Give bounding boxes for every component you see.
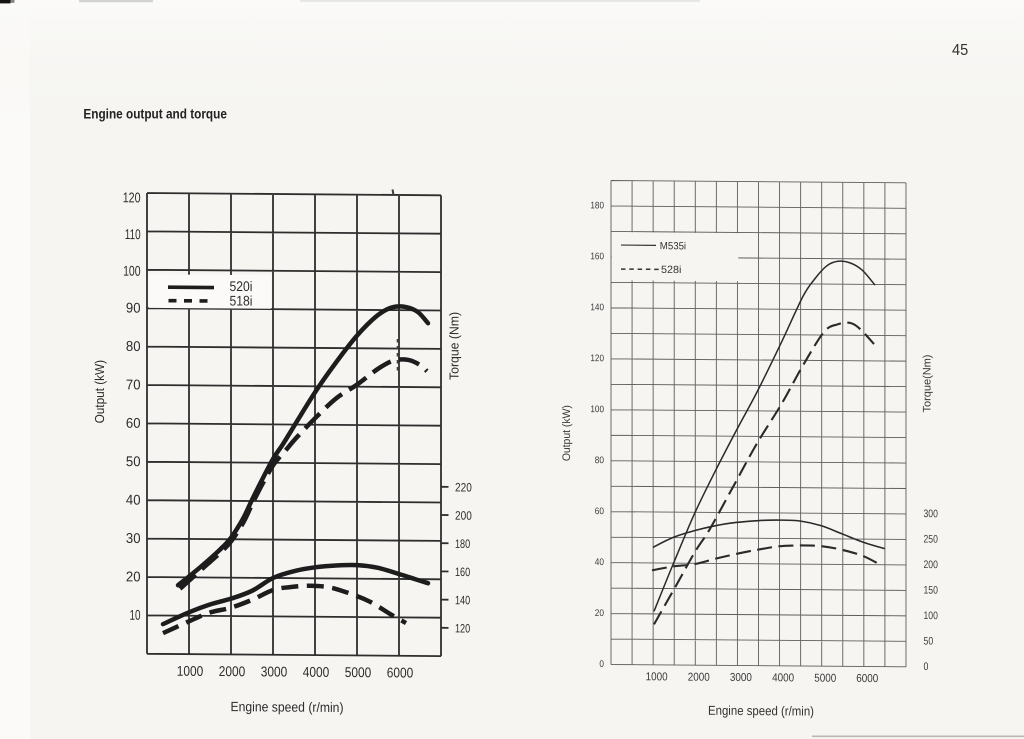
svg-text:220: 220 [455,480,472,494]
svg-text:180: 180 [455,537,470,551]
svg-text:4000: 4000 [772,672,794,684]
svg-text:60: 60 [595,506,604,517]
svg-text:Output (kW): Output (kW) [561,405,573,461]
svg-text:4000: 4000 [303,665,330,681]
svg-text:100: 100 [590,404,604,415]
svg-text:Engine speed (r/min): Engine speed (r/min) [708,703,814,719]
svg-text:528i: 528i [661,265,681,276]
svg-text:6000: 6000 [856,673,878,685]
svg-text:200: 200 [924,559,938,571]
svg-text:5000: 5000 [814,673,836,685]
svg-text:1000: 1000 [177,664,204,680]
svg-text:Torque(Nm): Torque(Nm) [922,354,934,412]
svg-text:5000: 5000 [345,665,372,681]
svg-text:Engine speed (r/min): Engine speed (r/min) [231,699,344,715]
svg-text:1000: 1000 [646,671,668,683]
svg-text:0: 0 [599,659,604,670]
svg-text:520i: 520i [230,278,253,294]
svg-text:120: 120 [455,621,470,635]
svg-text:10: 10 [130,608,141,624]
svg-text:60: 60 [126,416,141,432]
svg-text:3000: 3000 [261,664,288,680]
svg-text:M535i: M535i [660,241,686,252]
svg-text:180: 180 [590,200,604,211]
svg-text:200: 200 [455,509,472,523]
svg-text:150: 150 [924,585,938,597]
svg-text:140: 140 [590,302,604,313]
svg-text:20: 20 [595,608,604,619]
svg-text:Torque (Nm): Torque (Nm) [447,312,462,380]
svg-text:0: 0 [924,661,929,673]
svg-text:50: 50 [924,635,934,647]
svg-text:100: 100 [924,610,938,622]
svg-text:518i: 518i [230,292,253,308]
svg-text:160: 160 [455,565,470,579]
svg-text:80: 80 [126,339,141,355]
svg-text:120: 120 [590,353,604,364]
svg-text:100: 100 [123,264,141,280]
svg-text:30: 30 [126,531,141,547]
svg-text:3000: 3000 [730,672,752,684]
svg-text:45: 45 [952,42,968,59]
svg-text:20: 20 [126,569,141,585]
svg-text:80: 80 [595,455,604,466]
svg-text:90: 90 [126,301,141,317]
svg-text:Output (kW): Output (kW) [92,360,107,424]
svg-text:Engine output and torque: Engine output and torque [83,105,227,121]
svg-text:70: 70 [126,377,141,393]
svg-text:110: 110 [125,227,141,243]
svg-text:50: 50 [126,454,141,470]
svg-text:2000: 2000 [219,664,246,680]
svg-text:160: 160 [590,251,604,262]
svg-text:120: 120 [123,190,141,206]
svg-text:40: 40 [595,557,604,568]
svg-text:300: 300 [924,508,938,520]
svg-text:250: 250 [924,534,938,546]
svg-text:140: 140 [455,593,470,607]
svg-text:40: 40 [126,493,141,509]
svg-text:2000: 2000 [688,672,710,684]
svg-text:6000: 6000 [387,665,414,681]
